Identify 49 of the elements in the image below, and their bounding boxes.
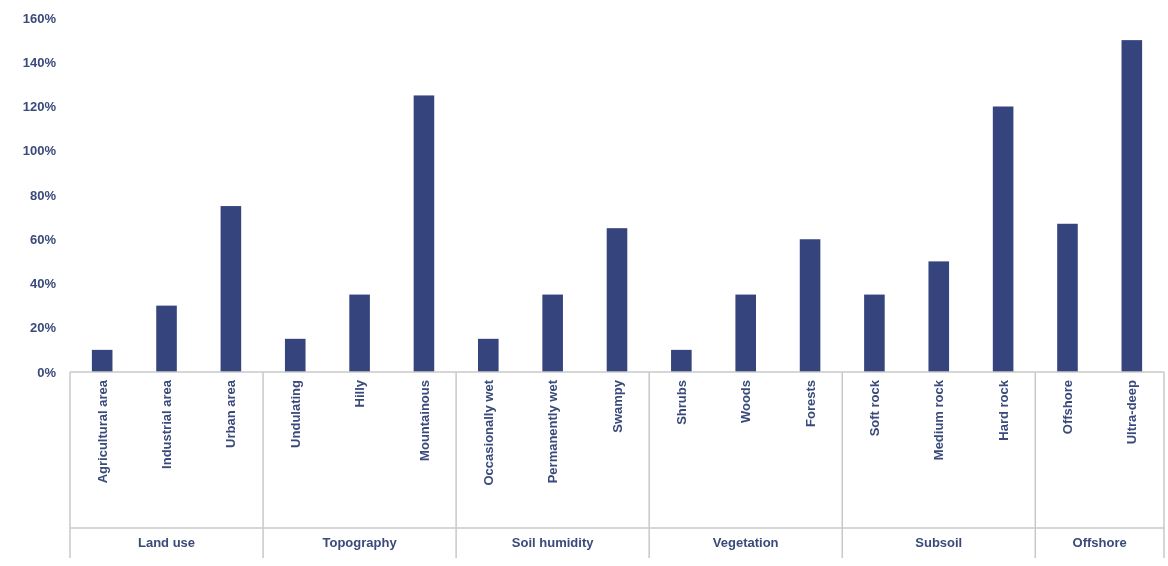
y-tick-label: 60% bbox=[29, 231, 57, 247]
y-tick-label: 140% bbox=[22, 54, 57, 70]
x-tick-label: Medium rock bbox=[931, 379, 947, 461]
y-tick-label: 0% bbox=[37, 364, 57, 380]
bar bbox=[799, 239, 821, 372]
bar bbox=[542, 294, 563, 372]
bar bbox=[735, 294, 756, 372]
bar bbox=[349, 294, 370, 372]
bar bbox=[1121, 40, 1143, 372]
bar bbox=[91, 349, 113, 372]
bar bbox=[478, 338, 499, 372]
bar bbox=[1057, 223, 1078, 372]
bar bbox=[671, 349, 692, 372]
bar bbox=[220, 206, 242, 372]
y-tick-label: 100% bbox=[22, 143, 57, 159]
bar bbox=[284, 338, 306, 372]
text: Vegetation bbox=[712, 535, 779, 550]
x-tick-label: Ultra-deep bbox=[1124, 379, 1140, 445]
bar bbox=[156, 305, 177, 372]
x-tick-label: Soft rock bbox=[866, 379, 882, 437]
y-tick-label: 160% bbox=[22, 10, 57, 26]
y-tick-label: 40% bbox=[29, 276, 57, 292]
x-tick-label: Hard rock bbox=[995, 379, 1011, 441]
x-tick-label: Urban area bbox=[223, 379, 239, 448]
x-tick-label: Occasionally wet bbox=[480, 379, 496, 486]
y-tick-label: 120% bbox=[22, 99, 57, 115]
x-tick-label: Shrubs bbox=[673, 380, 689, 425]
x-tick-label: Mountainous bbox=[416, 380, 432, 461]
text: Offshore bbox=[1072, 535, 1127, 550]
text: Soil humidity bbox=[511, 535, 595, 550]
text: Subsoil bbox=[915, 535, 963, 550]
x-tick-label: Industrial area bbox=[159, 379, 175, 469]
x-tick-label: Swampy bbox=[609, 379, 625, 433]
text: Topography bbox=[322, 535, 398, 550]
x-tick-label: Offshore bbox=[1060, 380, 1076, 435]
x-tick-label: Woods bbox=[738, 380, 754, 424]
bar bbox=[992, 106, 1014, 372]
bar bbox=[928, 261, 950, 372]
y-tick-label: 80% bbox=[29, 187, 57, 203]
bar bbox=[606, 228, 628, 372]
bar bbox=[864, 294, 885, 372]
x-tick-label: Forests bbox=[802, 380, 818, 427]
x-tick-label: Undulating bbox=[287, 379, 303, 448]
x-tick-label: Permanently wet bbox=[545, 379, 561, 484]
text: Land use bbox=[137, 535, 196, 550]
x-tick-label: Agricultural area bbox=[94, 379, 110, 484]
y-tick-label: 20% bbox=[29, 320, 57, 336]
bar bbox=[413, 95, 435, 372]
x-tick-label: Hilly bbox=[352, 379, 368, 408]
